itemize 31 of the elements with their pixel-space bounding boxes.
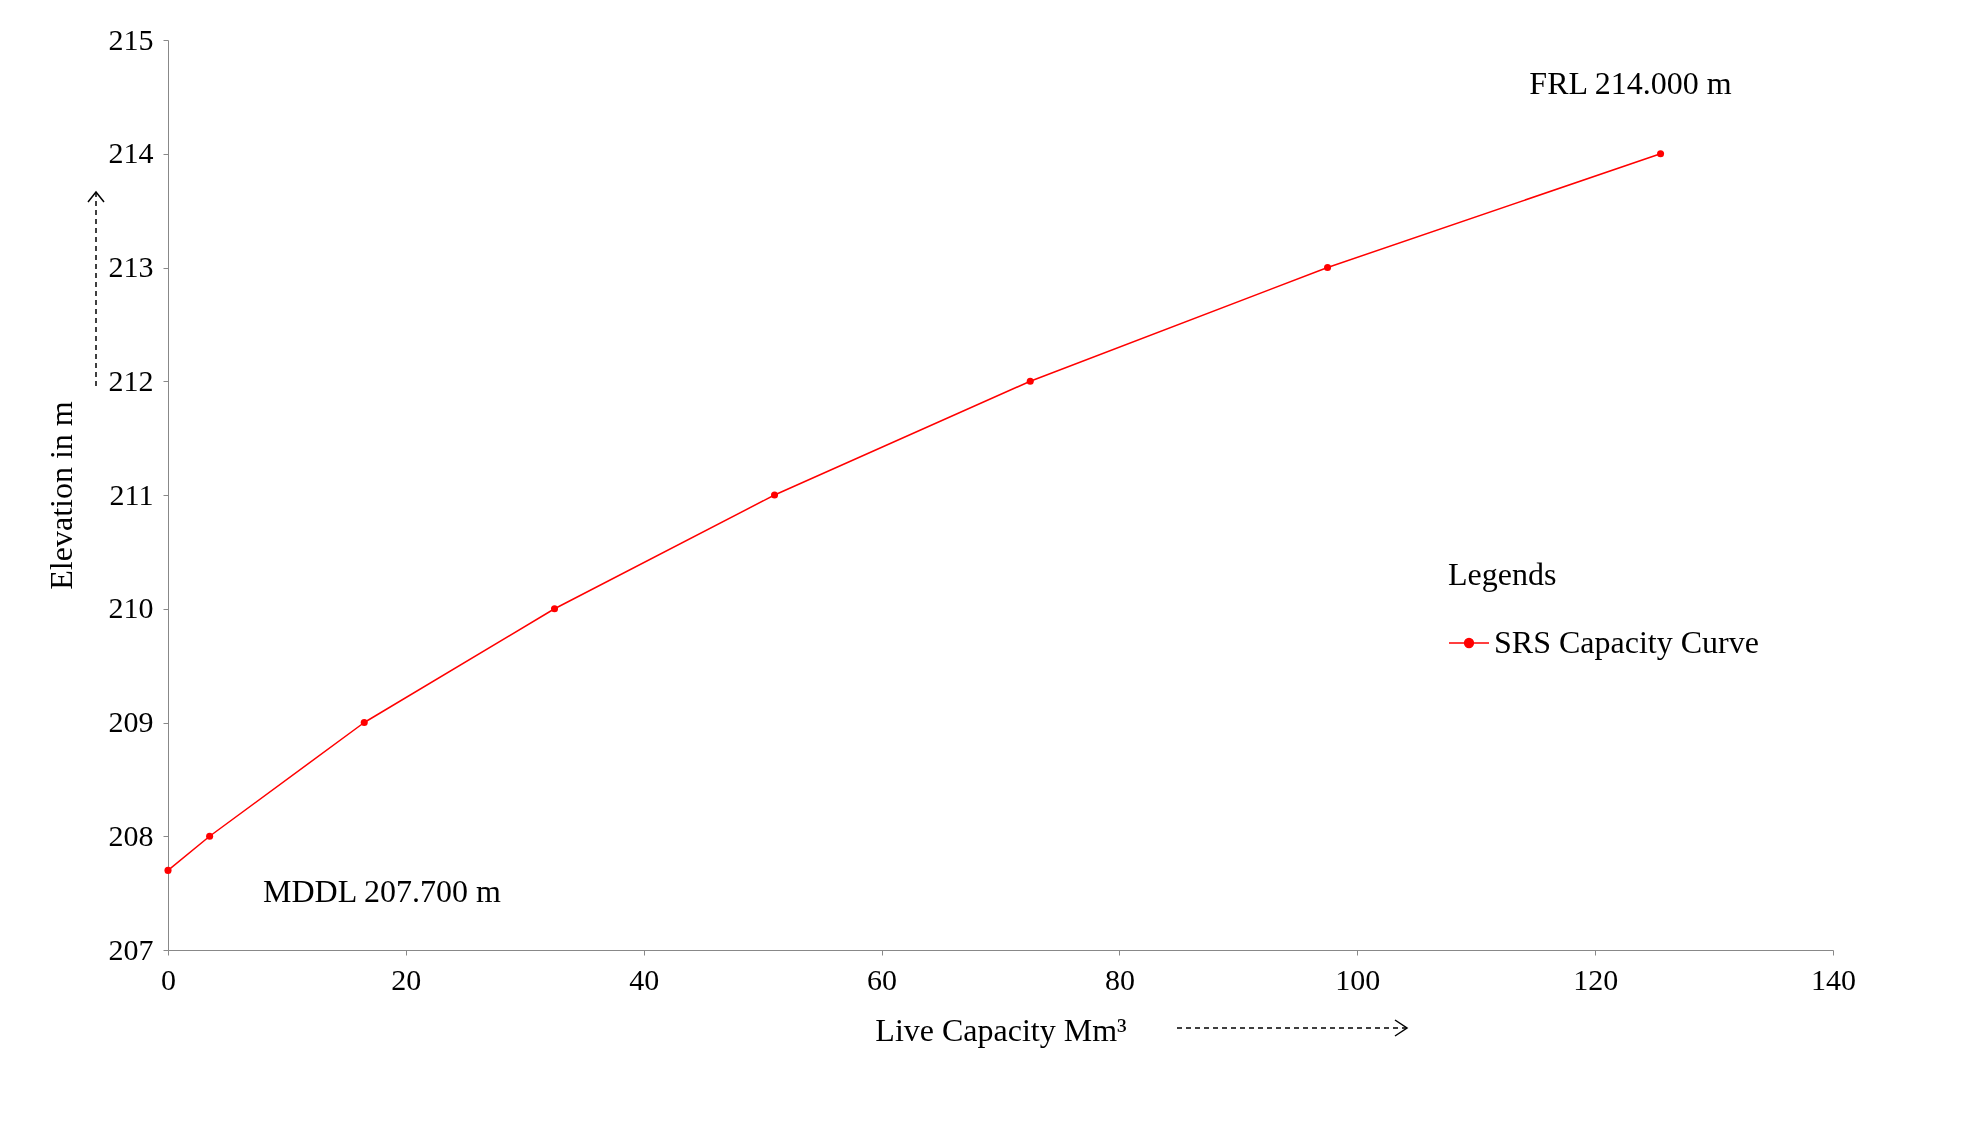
point	[206, 832, 214, 840]
annotation: FRL 214.000 m	[1529, 64, 1732, 101]
y-axis-title: Elevation in m	[42, 401, 79, 590]
point	[1026, 377, 1034, 385]
x-tick-label: 40	[629, 962, 660, 996]
x-axis-title: Live Capacity Mm³	[875, 1011, 1127, 1048]
point	[360, 718, 368, 727]
point	[164, 866, 172, 874]
y-tick-label: 211	[109, 477, 154, 511]
y-tick-label: 215	[108, 22, 154, 56]
point	[1324, 263, 1332, 272]
x-tick-label: 100	[1335, 962, 1381, 996]
x-tick-label: 80	[1104, 962, 1135, 996]
annotation: MDDL 207.700 m	[263, 873, 502, 910]
x-tick-label: 0	[161, 962, 176, 996]
x-tick-label: 140	[1811, 962, 1856, 996]
y-tick-label: 207	[108, 932, 154, 966]
y-tick-label: 213	[108, 250, 154, 283]
y-tick-label: 212	[108, 363, 154, 397]
x-tick-label: 120	[1573, 962, 1619, 996]
legend-title: Legends	[1448, 556, 1557, 592]
point	[771, 491, 779, 499]
legend-label: SRS Capacity Curve	[1494, 624, 1759, 660]
y-tick-label: 208	[108, 818, 154, 852]
y-tick-label: 214	[108, 136, 154, 170]
point	[550, 605, 559, 613]
x-tick-label: 20	[391, 962, 422, 996]
x-tick-label: 60	[867, 962, 898, 996]
y-tick-label: 210	[108, 591, 154, 625]
point	[1657, 150, 1665, 158]
y-tick-label: 209	[108, 705, 154, 738]
